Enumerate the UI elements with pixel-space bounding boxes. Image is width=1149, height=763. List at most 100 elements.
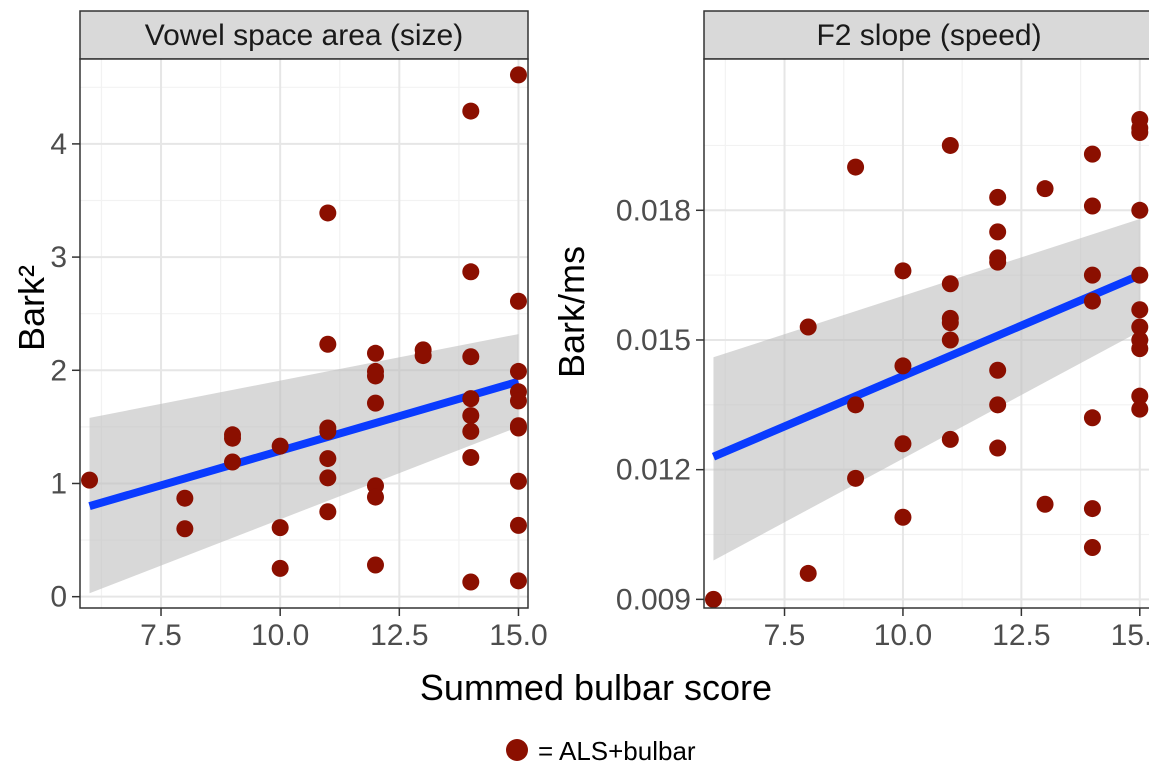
data-point [941,136,959,154]
y-tick-label: 4 [50,128,67,161]
ci-ribbon [89,334,519,594]
x-axis-title: Summed bulbar score [420,667,772,708]
data-point [941,331,959,349]
data-point [989,253,1007,271]
data-point [509,292,527,310]
data-point [462,263,480,281]
data-point [1083,409,1101,427]
x-axis-ticks: 7.5 10.0 12.5 15.0 [140,608,548,652]
panel-vowel-space-area: Vowel space area (size) 0 1 2 3 4 7.5 10.0 12.… [11,10,548,652]
data-point [319,335,337,353]
y-tick-label: 3 [50,241,67,274]
data-point [509,472,527,490]
y-axis-ticks: 0.009 0.012 0.015 0.018 [616,194,704,616]
data-point [989,396,1007,414]
y-axis-title: Bark² [11,265,52,351]
data-point [462,390,480,408]
y-tick-label: 0.009 [616,583,691,616]
x-tick-label: 7.5 [764,619,806,652]
data-point [1083,538,1101,556]
data-point [1131,318,1149,336]
data-point [1083,145,1101,163]
data-point [319,503,337,521]
panel-border [79,58,529,609]
panel-border [703,58,1149,609]
data-point [894,357,912,375]
data-point [941,275,959,293]
y-axis-ticks: 0 1 2 3 4 [50,128,80,614]
legend-key-point [506,739,528,761]
data-point [989,361,1007,379]
data-point [224,429,242,447]
data-point [1131,266,1149,284]
data-point [462,407,480,425]
panel-title: Vowel space area (size) [145,19,464,52]
data-point [1131,301,1149,319]
data-points [81,66,527,591]
data-point [462,422,480,440]
regression-line [711,271,1142,461]
data-point [462,448,480,466]
data-point [509,572,527,590]
regression-line [88,377,520,510]
x-tick-label: 12.5 [992,619,1050,652]
data-point [704,590,722,608]
x-tick-label: 7.5 [140,619,182,652]
data-point [319,204,337,222]
data-point [1083,197,1101,215]
data-point [799,564,817,582]
data-point [1131,123,1149,141]
data-point [1131,400,1149,418]
x-tick-label: 10.0 [251,619,309,652]
data-point [989,188,1007,206]
y-tick-label: 0.015 [616,324,691,357]
data-point [366,556,384,574]
legend: = ALS+bulbar [506,736,696,763]
data-point [894,262,912,280]
confidence-ribbon [89,334,519,594]
data-point [941,314,959,332]
x-axis-ticks: 7.5 10.0 12.5 15.0 [764,608,1149,652]
data-point [847,396,865,414]
confidence-ribbon [713,218,1140,561]
x-tick-label: 15.0 [1111,619,1149,652]
data-point [462,102,480,120]
fit-line [711,271,1142,461]
data-point [414,347,432,365]
y-tick-label: 1 [50,467,67,500]
data-point [1083,266,1101,284]
data-points [704,111,1149,608]
y-tick-label: 2 [50,354,67,387]
data-point [1131,340,1149,358]
data-point [1036,180,1054,198]
strip-background [79,10,529,60]
data-point [271,437,289,455]
legend-label: = ALS+bulbar [538,736,696,763]
data-point [847,158,865,176]
data-point [894,508,912,526]
data-point [509,419,527,437]
data-point [799,318,817,336]
data-point [271,559,289,577]
data-point [509,66,527,84]
data-point [366,367,384,385]
y-tick-label: 0.012 [616,454,691,487]
ci-ribbon [713,218,1140,561]
y-tick-label: 0 [50,581,67,614]
fit-line [88,377,520,510]
data-point [847,469,865,487]
data-point [509,392,527,410]
data-point [1083,292,1101,310]
data-point [319,450,337,468]
y-tick-label: 0.018 [616,194,691,227]
data-point [176,489,194,507]
data-point [366,394,384,412]
data-point [271,519,289,537]
data-point [1131,387,1149,405]
data-point [462,348,480,366]
panel-f2-slope: F2 slope (speed) 0.009 0.012 0.015 0.018 7.… [551,10,1149,652]
data-point [366,344,384,362]
x-tick-label: 10.0 [874,619,932,652]
data-point [224,453,242,471]
